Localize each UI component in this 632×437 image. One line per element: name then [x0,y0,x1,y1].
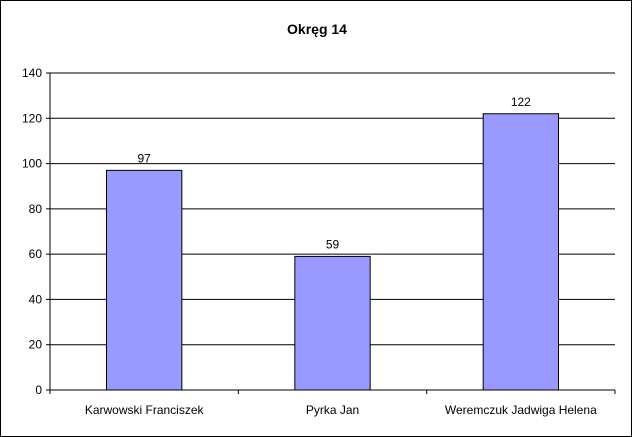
bar [106,169,183,391]
chart-title: Okręg 14 [287,21,347,37]
y-tick-label: 20 [29,338,43,352]
y-tick-label: 80 [29,202,43,216]
y-tick-label: 40 [29,292,43,306]
x-category-label: Weremczuk Jadwiga Helena [445,403,597,417]
data-label: 97 [137,151,151,165]
x-category-label: Karwowski Franciszek [85,403,205,417]
y-tick-label: 100 [22,157,42,171]
data-label: 59 [326,237,340,251]
y-tick-label: 0 [35,383,42,397]
data-label: 122 [511,95,531,109]
x-category-label: Pyrka Jan [306,403,359,417]
y-tick-label: 60 [29,247,43,261]
y-tick-label: 140 [22,66,42,80]
bar [482,113,559,391]
y-tick-label: 120 [22,111,42,125]
bar [294,255,371,391]
